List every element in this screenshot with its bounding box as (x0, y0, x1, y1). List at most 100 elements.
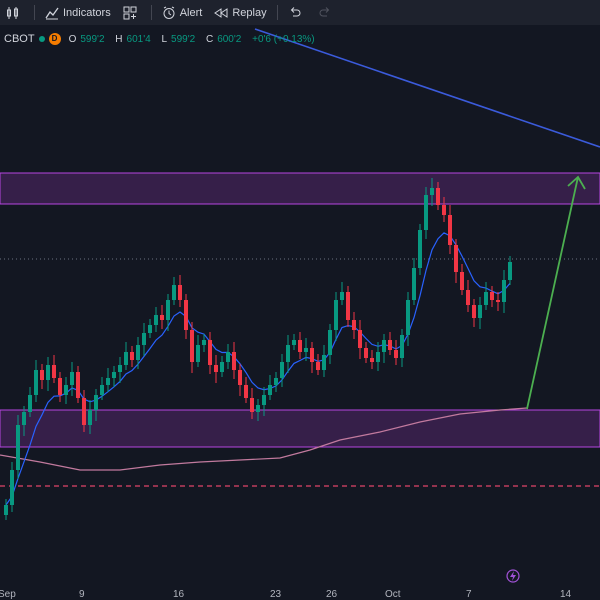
candle (394, 340, 398, 365)
templates-icon (123, 6, 137, 20)
candle (304, 338, 308, 361)
x-label-26: 26 (326, 589, 338, 600)
indicators-button[interactable]: Indicators (39, 0, 117, 25)
candle (280, 354, 284, 387)
trendline[interactable] (254, 28, 600, 148)
candle (208, 332, 212, 374)
change-value: +0'6 (+0.13%) (252, 33, 315, 45)
low-key: L (161, 33, 168, 45)
candle (142, 323, 146, 356)
candle (490, 286, 494, 307)
candle (274, 372, 278, 392)
candle (88, 400, 92, 434)
candle (34, 360, 38, 402)
alert-label: Alert (179, 6, 203, 19)
indicators-label: Indicators (63, 6, 111, 19)
support-zone[interactable] (0, 409, 600, 448)
candle (424, 187, 428, 239)
open-value: 599'2 (80, 33, 105, 45)
ohlc-values: O 599'2 H 601'4 L 599'2 C 600'2 +0'6 (+0.13%… (69, 34, 319, 45)
candle (94, 389, 98, 421)
candle (58, 372, 62, 402)
candle (22, 406, 26, 436)
candle (286, 335, 290, 373)
toolbar-divider (276, 5, 278, 20)
candle (370, 350, 374, 369)
candle (118, 357, 122, 383)
redo-icon (318, 6, 332, 20)
candle (478, 297, 482, 329)
candle (28, 387, 32, 417)
alert-button[interactable]: Alert (156, 0, 209, 25)
candle (322, 345, 326, 377)
candle (136, 337, 140, 369)
candle (418, 224, 422, 275)
chart-type-button[interactable] (0, 0, 30, 25)
redo-button[interactable] (312, 0, 342, 25)
candle (484, 282, 488, 310)
x-label-16: 16 (173, 589, 185, 600)
candle (46, 357, 50, 391)
x-axis: Sep 9 16 23 26 Oct 7 14 (0, 589, 572, 600)
candle (112, 366, 116, 387)
candle (124, 342, 128, 370)
candle (430, 178, 434, 206)
candle (352, 312, 356, 339)
candle (502, 270, 506, 313)
candle (256, 399, 260, 421)
sma-line[interactable] (0, 407, 528, 471)
interval-badge[interactable]: D (48, 33, 61, 45)
resistance-zone[interactable] (0, 172, 600, 205)
candle (358, 320, 362, 359)
candle (244, 377, 248, 403)
projection-arrow[interactable] (526, 175, 586, 410)
candle (202, 334, 206, 352)
alert-icon (162, 6, 176, 20)
candle (400, 329, 404, 367)
replay-button[interactable]: Replay (208, 0, 272, 25)
candle (184, 294, 188, 339)
candle (106, 368, 110, 392)
candle (220, 356, 224, 377)
candle (340, 282, 344, 305)
indicators-icon (45, 6, 59, 20)
open-key: O (68, 33, 77, 45)
candle (40, 364, 44, 389)
lightning-icon[interactable] (506, 569, 520, 583)
low-value: 599'2 (171, 33, 196, 45)
candle (100, 377, 104, 400)
undo-button[interactable] (282, 0, 312, 25)
symbol-exchange[interactable]: CBOT (4, 33, 35, 45)
templates-button[interactable] (117, 0, 147, 25)
candle (268, 375, 272, 400)
candle (376, 342, 380, 371)
candle (160, 305, 164, 329)
candle (496, 292, 500, 311)
candle (226, 344, 230, 369)
x-label-9: 9 (79, 589, 85, 600)
top-toolbar: Indicators Alert Replay (0, 0, 600, 25)
candle (406, 292, 410, 346)
symbol-legend: CBOT D O 599'2 H 601'4 L 599'2 C 600'2 +0'6 … (0, 31, 319, 47)
candle (346, 286, 350, 327)
candle (70, 362, 74, 396)
candle (334, 292, 338, 341)
candle (310, 342, 314, 373)
candle (316, 354, 320, 375)
candles (4, 178, 512, 520)
candle (196, 335, 200, 367)
undo-icon (288, 6, 302, 20)
candle (64, 377, 68, 404)
ema-line[interactable] (5, 232, 511, 506)
candle (460, 264, 464, 295)
candle (172, 277, 176, 305)
candle (130, 346, 134, 367)
toolbar-divider (34, 5, 35, 20)
replay-label: Replay (232, 6, 267, 19)
candle (412, 258, 416, 305)
market-status-dot (38, 36, 45, 42)
candle (388, 332, 392, 355)
x-label-7: 7 (466, 589, 472, 600)
candle (448, 205, 452, 254)
